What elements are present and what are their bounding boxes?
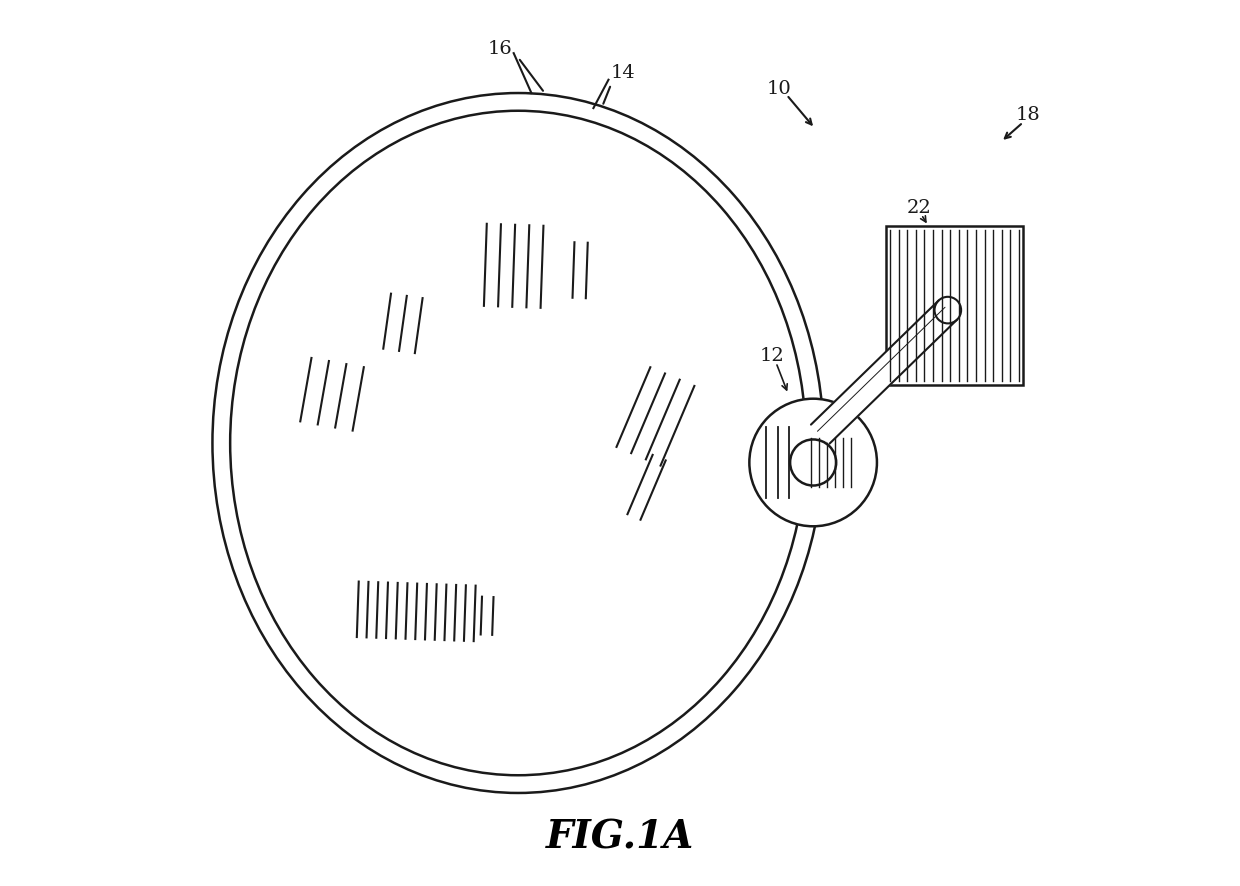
Circle shape bbox=[749, 399, 877, 526]
Text: FIG.1A: FIG.1A bbox=[546, 819, 694, 856]
Text: 14: 14 bbox=[610, 64, 635, 82]
Text: 16: 16 bbox=[489, 40, 513, 58]
Text: 18: 18 bbox=[838, 481, 863, 499]
Text: 10: 10 bbox=[768, 80, 792, 97]
Bar bbox=[885, 226, 1023, 385]
Circle shape bbox=[935, 297, 961, 323]
Text: 18: 18 bbox=[1016, 106, 1040, 124]
Polygon shape bbox=[811, 300, 957, 444]
Text: 20: 20 bbox=[997, 284, 1022, 301]
Text: 12: 12 bbox=[760, 347, 785, 365]
Text: 22: 22 bbox=[908, 199, 931, 217]
